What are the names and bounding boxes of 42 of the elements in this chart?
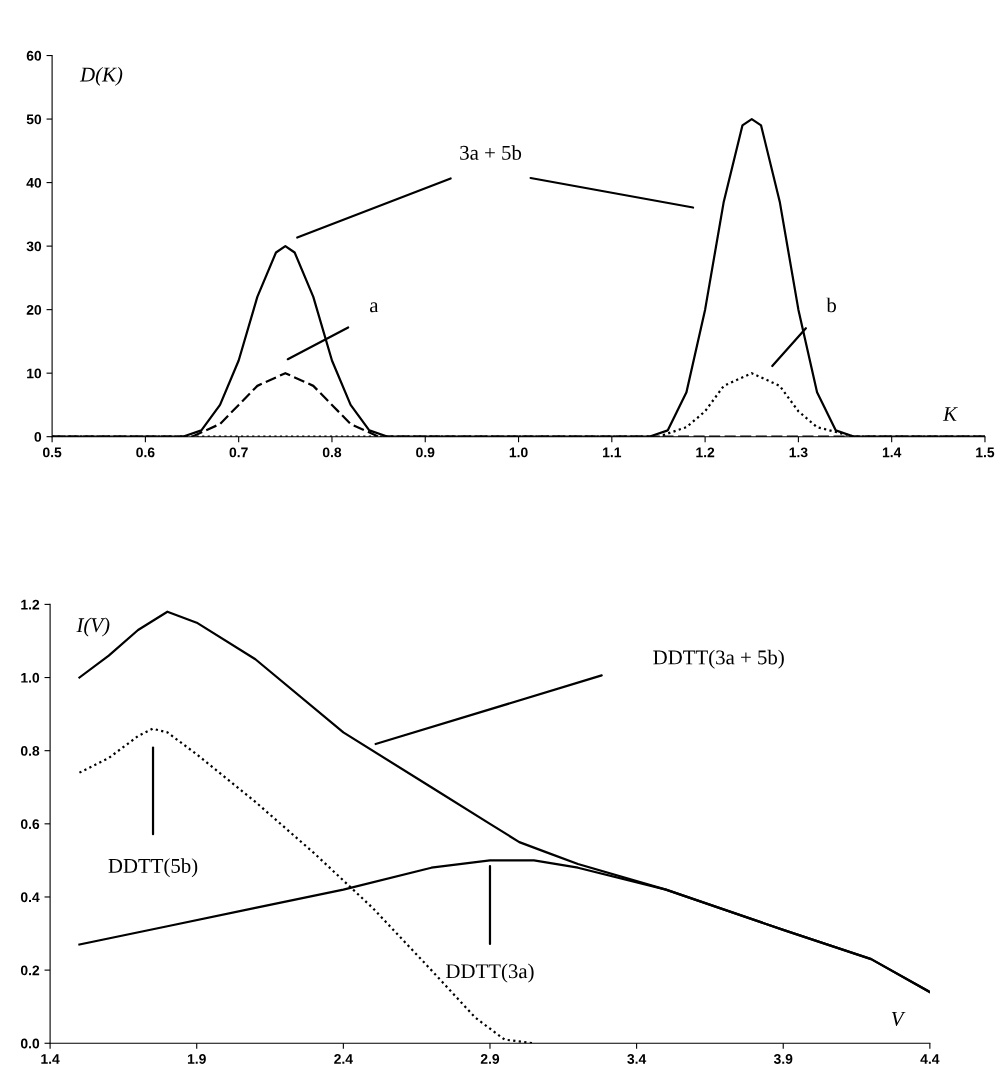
x-tick-label: 1.0 <box>509 447 528 458</box>
x-tick-label: 2.9 <box>480 1054 500 1064</box>
x-tick-label: 3.4 <box>627 1054 647 1064</box>
x-tick-label: 1.9 <box>187 1054 206 1064</box>
x-tick-label: 1.1 <box>603 447 622 458</box>
y-tick-label: 1.2 <box>21 599 40 610</box>
x-tick-label: 0.8 <box>322 447 342 458</box>
y-axis-title: I(V) <box>76 617 110 637</box>
x-tick-label: 0.9 <box>416 447 435 458</box>
y-tick-label: 0.8 <box>20 746 40 756</box>
y-tick-label: 0.2 <box>20 965 40 976</box>
annotation: b <box>826 297 836 313</box>
x-tick-label: 1.5 <box>976 447 995 458</box>
y-tick-label: 20 <box>26 304 42 315</box>
x-tick-label: 0.5 <box>43 447 62 458</box>
x-tick-label: 0.6 <box>136 447 155 458</box>
x-axis-title: K <box>942 407 958 421</box>
y-tick-label: 1.0 <box>21 672 40 683</box>
y-tick-label: 0.4 <box>20 892 40 903</box>
x-axis-title: V <box>891 1012 906 1026</box>
x-tick-label: 1.4 <box>882 447 902 458</box>
y-tick-label: 0 <box>34 432 42 442</box>
annotation: 3a + 5b <box>460 145 522 160</box>
annotation: a <box>370 302 379 313</box>
y-tick-label: 40 <box>26 177 42 188</box>
y-tick-label: 50 <box>26 114 42 125</box>
x-tick-label: 3.9 <box>773 1054 793 1064</box>
annotation: DDTT(3a) <box>446 963 534 983</box>
annotation: DDTT(5b) <box>108 858 198 878</box>
x-tick-label: 1.2 <box>696 447 715 458</box>
annotation: DDTT(3a + 5b) <box>653 649 784 669</box>
x-tick-label: 1.4 <box>41 1054 60 1064</box>
x-tick-label: 0.7 <box>229 447 248 458</box>
x-tick-label: 2.4 <box>334 1054 353 1064</box>
y-tick-label: 10 <box>27 368 42 379</box>
y-axis-title: D(K) <box>79 66 123 86</box>
y-tick-label: 60 <box>26 50 42 61</box>
x-tick-label: 1.3 <box>789 447 808 458</box>
y-tick-label: 0.0 <box>20 1038 40 1049</box>
x-tick-label: 4.4 <box>920 1054 940 1064</box>
y-tick-label: 30 <box>26 241 42 252</box>
y-tick-label: 0.6 <box>20 819 40 829</box>
